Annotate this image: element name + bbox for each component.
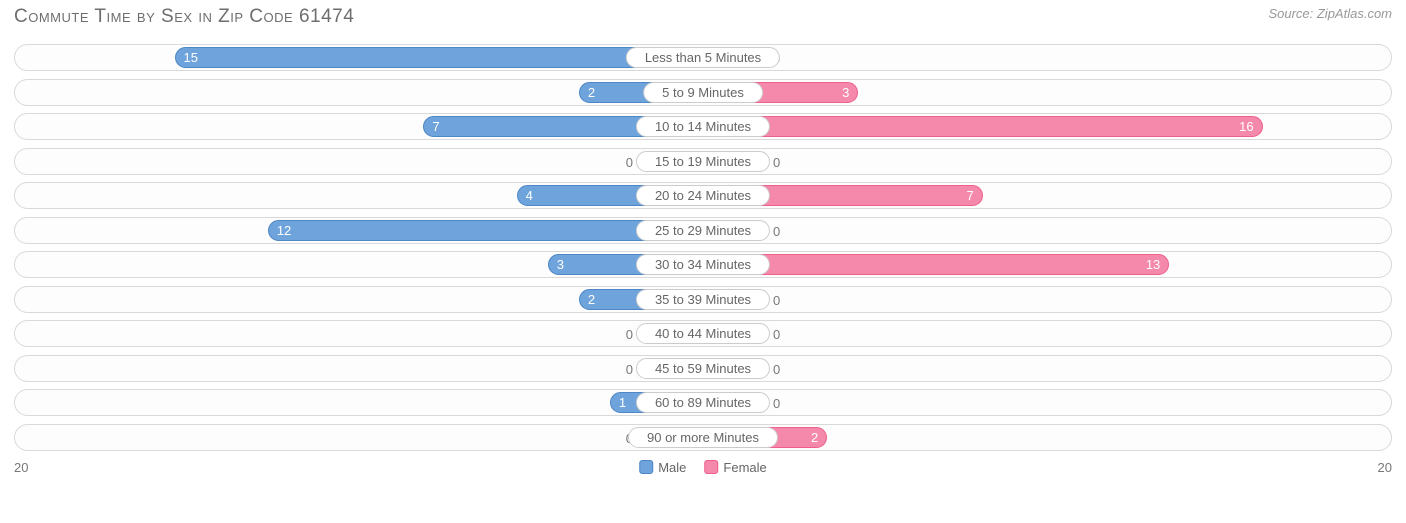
female-value: 2 [803,430,826,445]
chart-row: 0290 or more Minutes [14,424,1392,451]
male-value: 2 [580,85,603,100]
legend-label-female: Female [723,460,766,475]
legend-swatch-female [704,460,718,474]
male-value: 15 [176,50,206,65]
legend-item-male: Male [639,460,686,475]
male-value: 7 [424,119,447,134]
legend-item-female: Female [704,460,766,475]
male-value: 4 [518,188,541,203]
category-label: 90 or more Minutes [628,427,778,448]
female-value: 3 [834,85,857,100]
female-value: 7 [958,188,981,203]
chart-row: 12025 to 29 Minutes [14,217,1392,244]
female-value: 13 [1138,257,1168,272]
category-label: 20 to 24 Minutes [636,185,770,206]
category-label: 45 to 59 Minutes [636,358,770,379]
male-value: 3 [549,257,572,272]
male-bar: 15 [175,47,704,68]
category-label: 60 to 89 Minutes [636,392,770,413]
chart-row: 0015 to 19 Minutes [14,148,1392,175]
category-label: 25 to 29 Minutes [636,220,770,241]
category-label: 5 to 9 Minutes [643,82,763,103]
female-bar: 16 [703,116,1263,137]
male-value: 1 [611,395,634,410]
chart-row: 3 13 30 to 34 Minutes [14,251,1392,278]
female-value: 16 [1231,119,1261,134]
chart-row: 0045 to 59 Minutes [14,355,1392,382]
category-label: 10 to 14 Minutes [636,116,770,137]
axis-max-right: 20 [1378,460,1392,475]
chart-row: 1060 to 89 Minutes [14,389,1392,416]
male-value: 12 [269,223,299,238]
chart-row: 7 16 10 to 14 Minutes [14,113,1392,140]
legend-swatch-male [639,460,653,474]
legend: Male Female [639,460,767,475]
axis-max-left: 20 [14,460,28,475]
category-label: 30 to 34 Minutes [636,254,770,275]
category-label: 15 to 19 Minutes [636,151,770,172]
chart-row: 4 7 20 to 24 Minutes [14,182,1392,209]
source-label: Source: ZipAtlas.com [1268,6,1392,21]
chart-row: 2 3 5 to 9 Minutes [14,79,1392,106]
category-label: Less than 5 Minutes [626,47,780,68]
header: Commute Time by Sex in Zip Code 61474 So… [0,0,1406,30]
male-value: 2 [580,292,603,307]
category-label: 35 to 39 Minutes [636,289,770,310]
axis-row: 20 Male Female 20 [0,458,1406,475]
legend-label-male: Male [658,460,686,475]
chart-area: 150Less than 5 Minutes 2 3 5 to 9 Minutes 7 1… [0,30,1406,451]
chart-title: Commute Time by Sex in Zip Code 61474 [14,6,354,28]
chart-row: 150Less than 5 Minutes [14,44,1392,71]
chart-row: 0040 to 44 Minutes [14,320,1392,347]
chart-row: 2035 to 39 Minutes [14,286,1392,313]
female-bar: 13 [703,254,1169,275]
category-label: 40 to 44 Minutes [636,323,770,344]
